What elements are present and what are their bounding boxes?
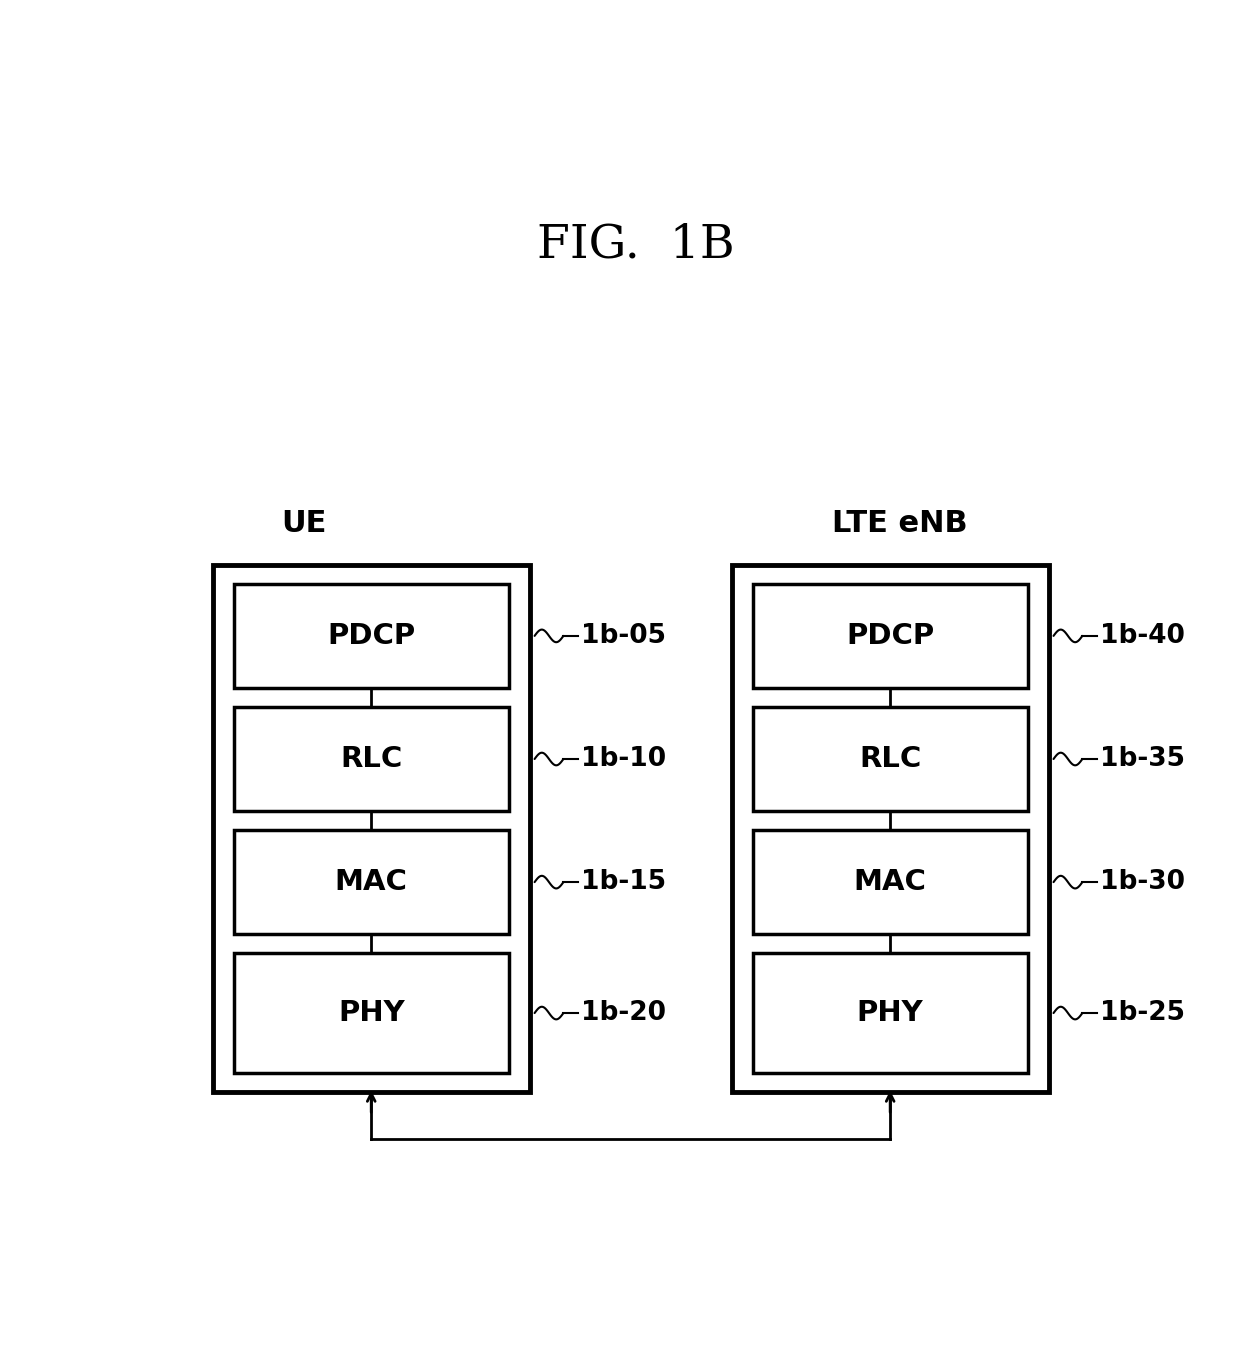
Bar	[753, 953, 1028, 1073]
Text: 1b-40: 1b-40	[1100, 623, 1184, 649]
Bar	[213, 565, 529, 1092]
Text: LTE eNB: LTE eNB	[832, 509, 967, 538]
Bar	[753, 706, 1028, 810]
Bar	[234, 706, 508, 810]
Bar	[732, 565, 1049, 1092]
Bar	[753, 830, 1028, 934]
Text: MAC: MAC	[335, 868, 408, 897]
Text: 1b-05: 1b-05	[580, 623, 666, 649]
Text: RLC: RLC	[340, 745, 402, 773]
Text: 1b-30: 1b-30	[1100, 869, 1184, 895]
Text: 1b-25: 1b-25	[1100, 1001, 1184, 1025]
Bar	[753, 583, 1028, 689]
Text: 1b-20: 1b-20	[580, 1001, 666, 1025]
Text: PHY: PHY	[857, 999, 924, 1027]
Text: PDCP: PDCP	[846, 622, 934, 650]
Text: PHY: PHY	[339, 999, 404, 1027]
Text: MAC: MAC	[853, 868, 926, 897]
Text: UE: UE	[281, 509, 326, 538]
Bar	[234, 583, 508, 689]
Text: 1b-15: 1b-15	[580, 869, 666, 895]
Text: PDCP: PDCP	[327, 622, 415, 650]
Bar	[234, 830, 508, 934]
Text: RLC: RLC	[859, 745, 921, 773]
Bar	[234, 953, 508, 1073]
Text: 1b-35: 1b-35	[1100, 746, 1184, 772]
Text: 1b-10: 1b-10	[580, 746, 666, 772]
Text: FIG.  1B: FIG. 1B	[537, 222, 734, 267]
